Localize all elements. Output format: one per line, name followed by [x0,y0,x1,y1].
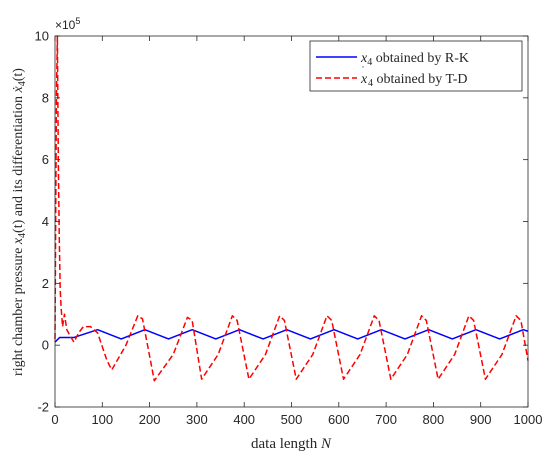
x-tick-label: 300 [186,412,208,427]
y-tick-label: -2 [37,400,49,415]
x-tick-label: 0 [51,412,58,427]
y-axis-label: right chamber pressure x4(t) and its dif… [11,68,28,376]
legend-item-rk: x4 obtained by R-K [316,51,469,68]
x-tick-label: 700 [375,412,397,427]
axes-layer: 0 100 200 300 400 500 600 700 800 900 1000-2024681… [35,29,543,428]
y-tick-label: 8 [42,90,49,105]
legend-item-td: x˙4 obtained by T-D [316,63,468,89]
x-axis-label: data length N [251,436,332,452]
y-tick-label: 6 [42,152,49,167]
series-layer [54,35,529,382]
x-tick-label: 600 [328,412,350,427]
y-tick-label: 4 [42,214,49,229]
x-tick-label: 100 [91,412,113,427]
legend-label-td: x˙4 obtained by T-D [360,63,468,89]
legend: x4 obtained by R-K x˙4 obtained by T-D [309,40,523,92]
legend-label-rk: x4 obtained by R-K [360,51,469,68]
y-tick-label: 2 [42,276,49,291]
x-tick-label: 800 [423,412,445,427]
x-tick-label: 200 [139,412,161,427]
y-tick-label: 10 [35,29,49,44]
legend-box [309,40,523,92]
x-tick-label: 900 [470,412,492,427]
x-tick-label: 1000 [514,412,543,427]
y-multiplier: ×105 [55,16,80,32]
plot-area [55,36,528,407]
y-tick-label: 0 [42,338,49,353]
x-tick-label: 400 [233,412,255,427]
series-line-1 [54,35,529,382]
x-tick-label: 500 [281,412,303,427]
